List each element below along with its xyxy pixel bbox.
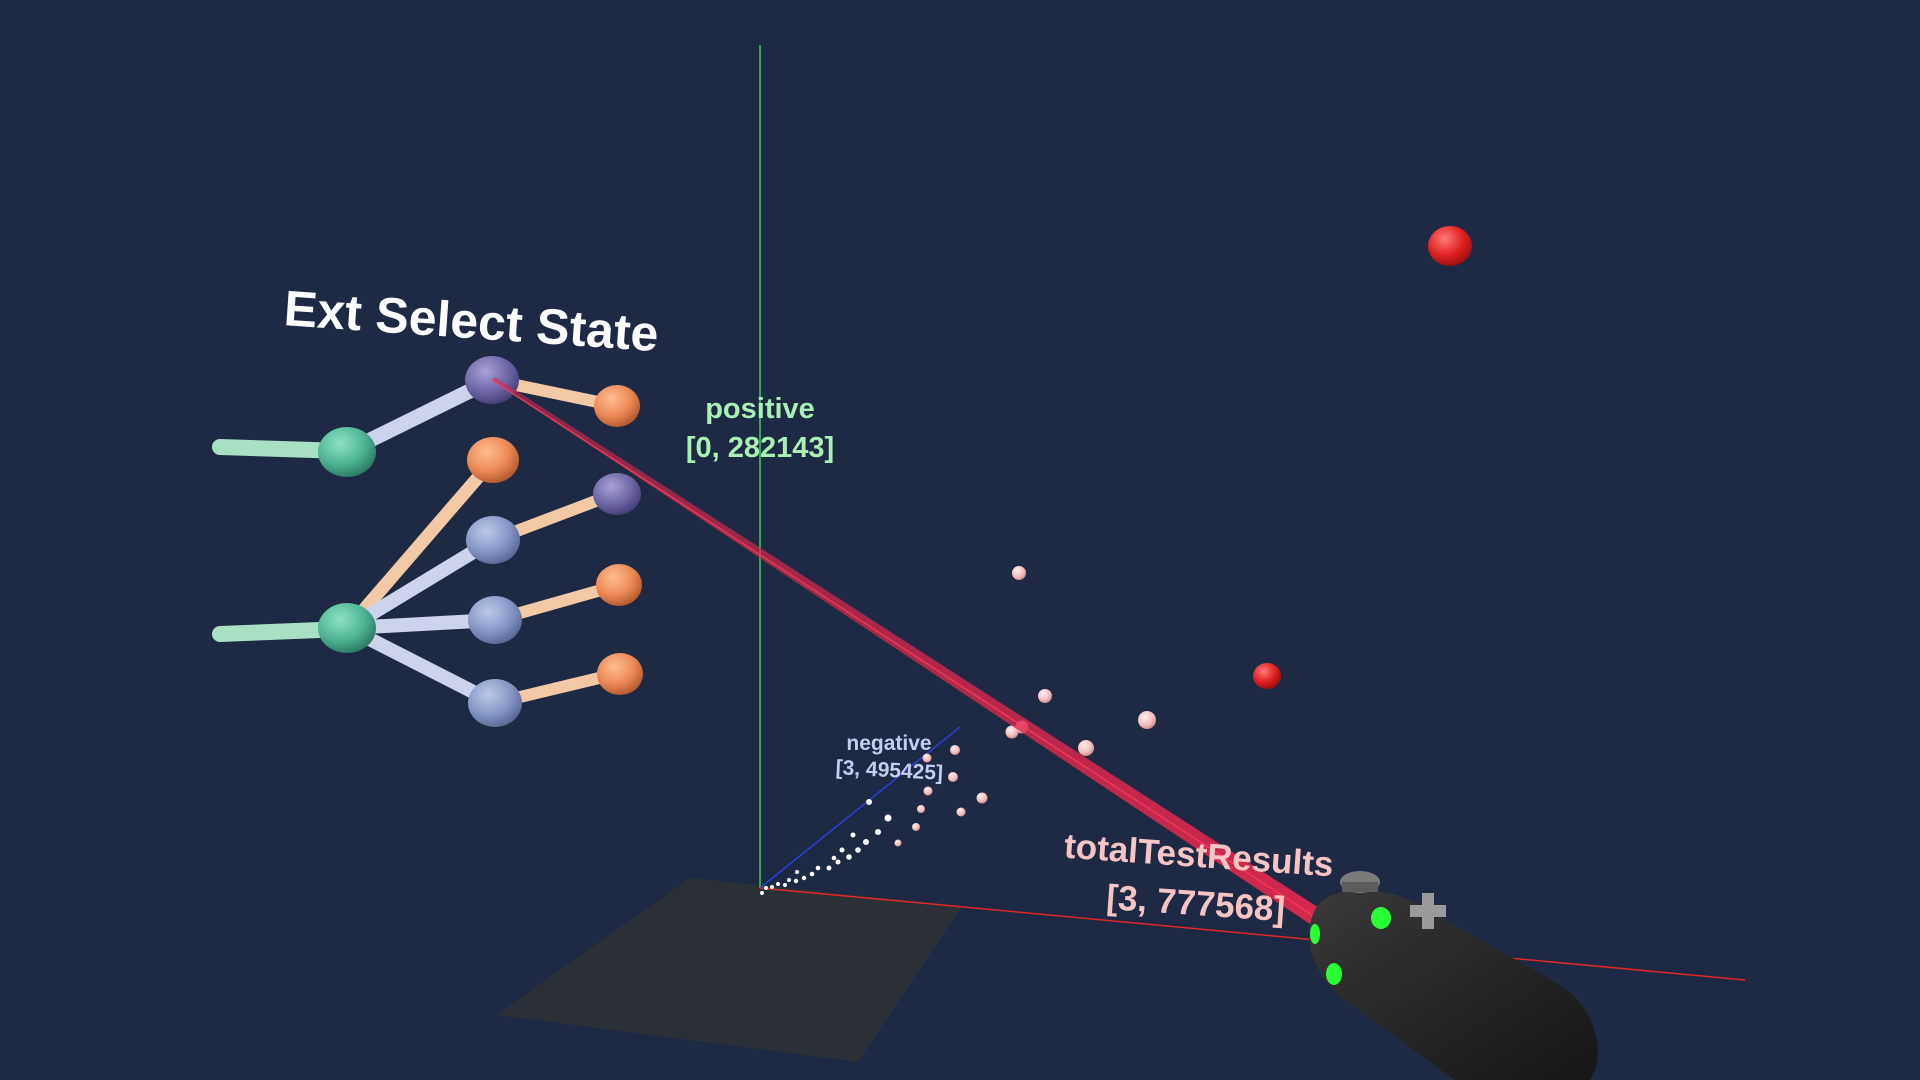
data-point[interactable] [948, 772, 958, 782]
data-point[interactable] [956, 807, 966, 817]
data-point[interactable] [1078, 740, 1094, 756]
scene-title: Ext Select State [282, 280, 660, 362]
tree-node-blue-2[interactable] [468, 596, 522, 644]
data-point[interactable] [866, 799, 872, 805]
data-point[interactable] [863, 839, 869, 845]
tree-node-orange-2[interactable] [467, 437, 519, 483]
data-point[interactable] [776, 882, 780, 886]
controller-body [1309, 890, 1598, 1080]
z-axis-range-label: [3, 495425] [835, 756, 943, 785]
floor-plane [496, 878, 962, 1062]
data-point[interactable] [855, 847, 861, 853]
data-point[interactable] [826, 865, 832, 871]
vr-controller-icon[interactable] [1309, 871, 1598, 1080]
y-axis-name-label: positive [705, 393, 815, 425]
controller-button-b[interactable] [1310, 924, 1320, 944]
tree-nodes [318, 356, 643, 727]
data-point[interactable] [894, 839, 902, 847]
tree-node-orange-1[interactable] [594, 385, 640, 427]
data-point[interactable] [923, 786, 933, 796]
data-point[interactable] [801, 875, 807, 881]
data-point[interactable] [1012, 566, 1026, 580]
data-point[interactable] [1138, 711, 1156, 729]
highlight-point-medium[interactable] [1253, 663, 1281, 689]
data-point[interactable] [770, 885, 774, 889]
tree-node-orange-4[interactable] [597, 653, 643, 695]
edge-root1-purple [340, 372, 500, 459]
controller-button-a[interactable] [1371, 907, 1391, 929]
x-axis-line [759, 887, 1746, 981]
data-point[interactable] [760, 891, 764, 895]
tree-node-orange-3[interactable] [596, 564, 642, 606]
dpad-icon[interactable] [1410, 893, 1446, 929]
controller-thumbstick-base [1342, 882, 1378, 892]
data-point[interactable] [831, 855, 837, 861]
tree-node-root-1[interactable] [318, 427, 376, 477]
data-point[interactable] [976, 792, 988, 804]
data-point[interactable] [922, 753, 932, 763]
y-axis-range-label: [0, 282143] [686, 432, 834, 464]
data-point[interactable] [835, 859, 841, 865]
data-point[interactable] [917, 805, 925, 813]
x-axis-name-label: totalTestResults [1063, 827, 1335, 885]
scatter-points [760, 226, 1472, 895]
laser-pointer-core [491, 379, 1327, 925]
highlight-point-large[interactable] [1428, 226, 1472, 266]
data-point[interactable] [1038, 689, 1052, 703]
data-point[interactable] [846, 854, 852, 860]
data-point[interactable] [783, 883, 787, 887]
edge-root2-orange2 [341, 453, 500, 635]
data-point[interactable] [884, 814, 892, 822]
data-point[interactable] [850, 832, 856, 838]
tree-node-purple-2[interactable] [593, 473, 641, 515]
data-point[interactable] [793, 878, 799, 884]
data-point[interactable] [1005, 725, 1019, 739]
tree-edges [212, 372, 626, 710]
tree-node-blue-1[interactable] [466, 516, 520, 564]
data-point[interactable] [764, 886, 768, 890]
laser-pointer-beam [492, 377, 1330, 932]
data-point[interactable] [815, 865, 821, 871]
tree-node-root-2[interactable] [318, 603, 376, 653]
data-point[interactable] [950, 745, 960, 755]
edge-root2-blue3 [341, 621, 502, 710]
data-point[interactable] [912, 823, 920, 831]
z-axis-name-label: negative [846, 732, 931, 755]
data-point[interactable] [795, 870, 799, 874]
data-point[interactable] [809, 871, 815, 877]
controller-trigger[interactable] [1326, 963, 1342, 985]
edge-root2-blue1 [341, 533, 500, 635]
data-point[interactable] [787, 878, 791, 882]
tree-node-blue-3[interactable] [468, 679, 522, 727]
data-point[interactable] [839, 847, 845, 853]
data-point[interactable] [875, 829, 881, 835]
